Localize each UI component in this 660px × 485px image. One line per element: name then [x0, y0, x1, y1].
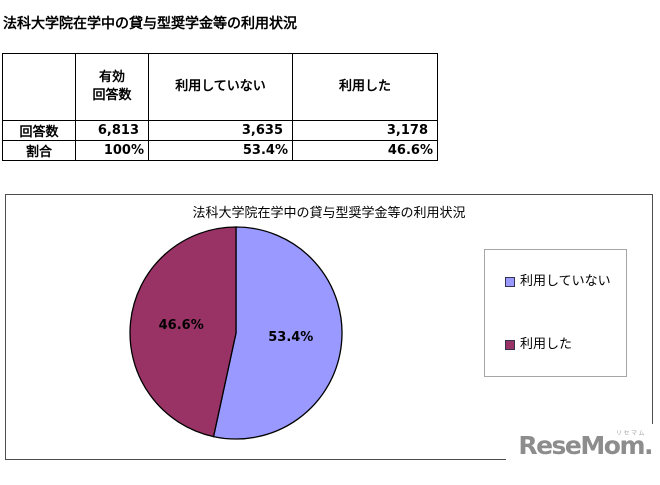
cell-counts-used: 3,178	[292, 120, 438, 141]
col-header-valid-responses: 有効 回答数	[75, 53, 149, 121]
row-label-ratio: 割合	[2, 140, 76, 161]
cell-ratio-total: 100%	[75, 140, 149, 161]
col-header-blank	[2, 53, 76, 121]
cell-counts-total: 6,813	[75, 120, 149, 141]
table-row-counts: 回答数 6,813 3,635 3,178	[2, 120, 438, 141]
col-header-not-used: 利用していない	[148, 53, 293, 121]
pie-slice-0	[212, 226, 343, 440]
col-header-used: 利用した	[292, 53, 438, 121]
chart-frame: 53.4% 46.6% 法科大学院在学中の貸与型奨学金等の利用状況 利用していない…	[5, 194, 660, 463]
survey-table: 有効 回答数 利用していない 利用した 回答数 6,813 3,635 3,17…	[2, 53, 438, 161]
legend-label: 利用した	[520, 337, 573, 352]
legend-swatch-icon	[505, 339, 515, 350]
cell-ratio-not-used: 53.4%	[148, 140, 293, 161]
legend-item-used: 利用した	[505, 338, 626, 351]
page-title: 法科大学院在学中の貸与型奨学金等の利用状況	[3, 16, 297, 32]
table-row-ratio: 割合 100% 53.4% 46.6%	[2, 140, 438, 161]
pie-slice-label-0: 53.4%	[268, 330, 313, 345]
legend-item-not-used: 利用していない	[505, 275, 626, 288]
legend-swatch-icon	[505, 276, 515, 287]
row-label-counts: 回答数	[2, 120, 76, 141]
pie-slice-label-1: 46.6%	[159, 318, 204, 333]
pie-slice-1	[129, 226, 237, 438]
watermark-text: ReseMom.	[518, 431, 653, 460]
cell-ratio-used: 46.6%	[292, 140, 438, 161]
header-row: 有効 回答数 利用していない 利用した	[2, 53, 438, 121]
cell-counts-not-used: 3,635	[148, 120, 293, 141]
legend-label: 利用していない	[520, 274, 611, 289]
watermark-kana: リセマム	[615, 430, 646, 437]
chart-legend: 利用していない 利用した	[484, 249, 627, 377]
chart-title: 法科大学院在学中の貸与型奨学金等の利用状況	[192, 206, 466, 221]
pie-chart: 53.4% 46.6%	[129, 226, 343, 440]
resemom-watermark: リセマム ReseMom.	[506, 424, 660, 463]
